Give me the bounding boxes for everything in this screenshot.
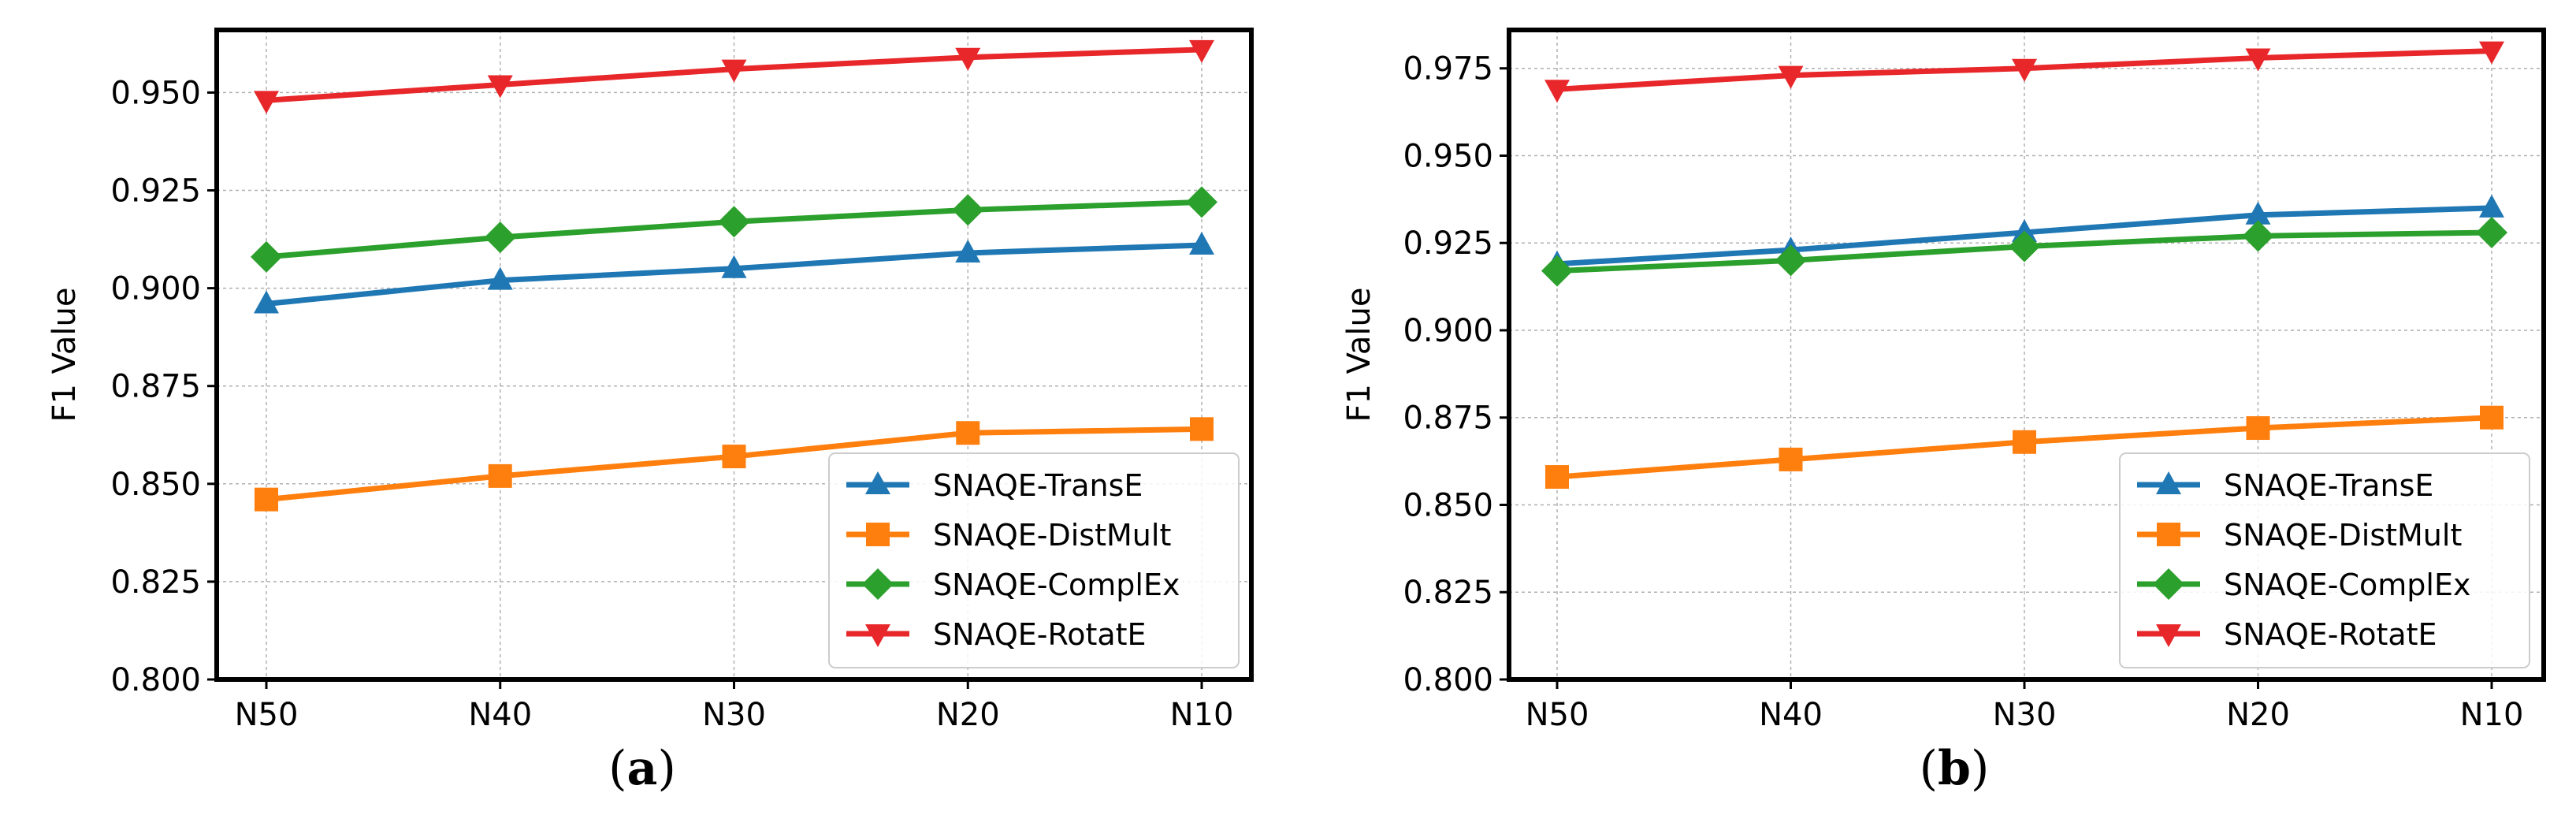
data-point-snaqe-complex [1186, 186, 1217, 218]
legend-label-snaqe-rotate: SNAQE-RotatE [933, 617, 1147, 652]
legend-marker-snaqe-transe [865, 471, 890, 494]
x-tick-label: N40 [1759, 697, 1823, 733]
y-tick-label: 0.850 [110, 467, 201, 503]
data-point-snaqe-distmult [1190, 417, 1214, 441]
data-point-snaqe-transe [254, 290, 279, 314]
y-tick-label: 0.925 [1403, 225, 1493, 262]
y-tick-label: 0.950 [1403, 138, 1493, 174]
x-tick-label: N20 [2226, 697, 2290, 733]
legend-marker-snaqe-rotate [2156, 624, 2181, 647]
data-point-snaqe-distmult [722, 445, 746, 469]
legend-label-snaqe-rotate: SNAQE-RotatE [2224, 617, 2437, 652]
data-point-snaqe-distmult [255, 487, 278, 512]
y-tick-label: 0.875 [1403, 400, 1493, 437]
data-point-snaqe-complex [952, 194, 984, 226]
y-tick-label: 0.950 [110, 75, 201, 111]
x-tick-label: N50 [235, 697, 299, 733]
data-point-snaqe-distmult [956, 421, 980, 445]
data-point-snaqe-transe [1189, 232, 1214, 255]
y-tick-label: 0.800 [1403, 662, 1493, 698]
y-axis-label: F1 Value [46, 287, 83, 422]
data-point-snaqe-transe [2245, 201, 2271, 225]
plot-frame [214, 28, 1254, 682]
chart-panel-a: 0.800 0.825 0.850 0.875 0.900 0.925 0.950 N50 N4… [46, 28, 1254, 796]
panel-label: (a) [608, 741, 676, 796]
x-tick-label: N40 [468, 697, 532, 733]
legend-marker-snaqe-complex [862, 568, 894, 600]
chart-panel-b: 0.800 0.825 0.850 0.875 0.900 0.925 0.950 0.975… [1341, 28, 2546, 796]
data-point-snaqe-rotate [1189, 39, 1214, 63]
data-point-snaqe-complex [1541, 255, 1573, 287]
data-point-snaqe-rotate [721, 59, 747, 83]
x-tick-label: N30 [1993, 697, 2057, 733]
legend-marker-snaqe-complex [2153, 568, 2184, 600]
data-point-snaqe-complex [484, 222, 516, 254]
legend-label-snaqe-transe: SNAQE-TransE [2224, 468, 2433, 503]
legend-marker-snaqe-transe [2156, 471, 2181, 494]
legend-box [828, 452, 1240, 668]
data-point-snaqe-distmult [2246, 416, 2270, 441]
data-point-snaqe-complex [2009, 230, 2040, 262]
legend-label-snaqe-complex: SNAQE-ComplEx [933, 568, 1180, 602]
legend-marker-snaqe-rotate [865, 624, 890, 647]
y-tick-label: 0.825 [1403, 575, 1493, 611]
panel-label: (b) [1920, 741, 1990, 796]
y-tick-label: 0.800 [110, 662, 201, 698]
x-tick-label: N50 [1526, 697, 1589, 733]
plot-frame [1507, 28, 2546, 682]
data-point-snaqe-transe [2012, 218, 2037, 242]
legend-label-snaqe-complex: SNAQE-ComplEx [2224, 568, 2470, 602]
legend: SNAQE-TransE SNAQE-DistMult SNAQE-ComplEx S… [828, 452, 1240, 668]
data-point-snaqe-distmult [1779, 447, 1803, 471]
data-point-snaqe-transe [721, 255, 747, 278]
y-tick-label: 0.900 [1403, 313, 1493, 349]
data-point-snaqe-complex [1775, 244, 1807, 277]
y-tick-label: 0.900 [110, 271, 201, 307]
data-point-snaqe-rotate [2479, 41, 2504, 65]
data-point-snaqe-distmult [488, 463, 512, 488]
y-tick-label: 0.875 [110, 369, 201, 405]
data-point-snaqe-rotate [487, 75, 513, 99]
data-point-snaqe-rotate [254, 91, 279, 114]
legend-label-snaqe-transe: SNAQE-TransE [933, 468, 1143, 503]
legend-box [2119, 452, 2530, 668]
data-point-snaqe-distmult [2013, 430, 2036, 454]
data-point-snaqe-distmult [1545, 465, 1569, 490]
y-tick-label: 0.850 [1403, 487, 1493, 523]
data-point-snaqe-transe [2479, 194, 2504, 218]
legend-label-snaqe-distmult: SNAQE-DistMult [933, 518, 1171, 553]
y-tick-label: 0.825 [110, 564, 201, 601]
y-axis-label: F1 Value [1341, 287, 1377, 422]
legend: SNAQE-TransE SNAQE-DistMult SNAQE-ComplEx S… [2119, 452, 2530, 668]
data-point-snaqe-rotate [2245, 48, 2271, 72]
y-tick-label: 0.925 [110, 173, 201, 210]
data-point-snaqe-complex [251, 240, 282, 273]
data-point-snaqe-rotate [955, 47, 981, 71]
data-point-snaqe-rotate [1544, 80, 1570, 103]
data-point-snaqe-rotate [1778, 65, 1804, 89]
x-tick-label: N10 [2460, 697, 2524, 733]
legend-marker-snaqe-distmult [2157, 523, 2180, 546]
data-point-snaqe-transe [487, 266, 513, 290]
x-tick-label: N30 [702, 697, 766, 733]
data-point-snaqe-rotate [2012, 58, 2037, 82]
x-tick-label: N20 [936, 697, 1000, 733]
legend-label-snaqe-distmult: SNAQE-DistMult [2224, 518, 2462, 553]
data-point-snaqe-complex [2242, 220, 2274, 252]
legend-marker-snaqe-distmult [866, 523, 890, 546]
data-point-snaqe-complex [2476, 216, 2507, 248]
y-tick-label: 0.975 [1403, 51, 1493, 87]
x-tick-label: N10 [1170, 697, 1234, 733]
data-point-snaqe-distmult [2480, 405, 2504, 430]
data-point-snaqe-complex [718, 206, 750, 238]
data-point-snaqe-transe [955, 239, 981, 262]
